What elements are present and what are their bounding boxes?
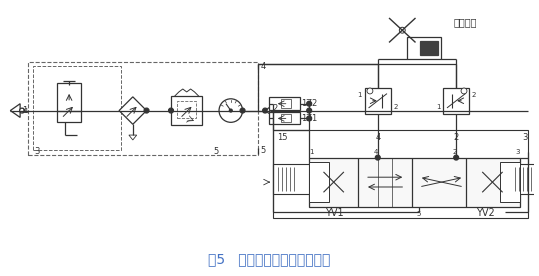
Text: 5: 5 [417,211,421,217]
Circle shape [307,101,312,106]
Circle shape [229,109,232,112]
Text: 气动手爪: 气动手爪 [453,17,476,27]
Text: 图5   末端执行器气动控制回路: 图5 末端执行器气动控制回路 [208,253,331,267]
Bar [57,83,81,122]
Circle shape [454,155,459,160]
Circle shape [19,108,25,113]
Text: 3: 3 [34,147,39,156]
Circle shape [307,116,312,121]
Circle shape [262,108,267,113]
Text: 2: 2 [272,104,277,113]
Bar [177,101,197,118]
Text: 1: 1 [436,104,440,110]
Text: 5: 5 [260,146,266,155]
Text: 4: 4 [260,62,266,71]
Bar [407,37,441,59]
Bar [28,62,258,155]
Text: 3: 3 [515,149,520,155]
Text: 2: 2 [472,92,476,98]
Circle shape [461,88,467,94]
Text: 4: 4 [374,149,378,155]
Circle shape [240,108,245,113]
Text: 2: 2 [393,104,398,110]
Polygon shape [119,97,147,124]
Bar [365,88,391,113]
Circle shape [144,108,149,113]
Bar [444,88,469,113]
Bar [171,96,202,125]
Circle shape [169,108,174,113]
Bar [273,164,309,194]
Text: 5: 5 [213,147,219,156]
Text: 1Z2: 1Z2 [301,99,317,108]
Text: 1Z1: 1Z1 [301,114,317,123]
Circle shape [267,108,273,113]
Bar [281,99,291,108]
Bar [309,163,329,202]
Circle shape [219,99,243,122]
Circle shape [375,155,380,160]
Circle shape [367,88,373,94]
Circle shape [399,27,405,33]
Text: 2: 2 [452,149,457,155]
Bar [510,164,539,194]
Text: 2: 2 [453,132,459,142]
Text: 11: 11 [20,108,30,113]
Bar [33,67,121,150]
Bar [281,113,291,122]
Text: YV2: YV2 [476,208,495,218]
Text: 3: 3 [522,132,528,142]
Bar [269,97,300,110]
Text: YV1: YV1 [326,208,344,218]
Text: 1: 1 [357,92,362,98]
Bar [500,163,520,202]
Bar [273,130,528,218]
Bar [420,41,438,55]
Text: 1: 1 [23,106,27,115]
Circle shape [307,108,312,113]
Bar [269,112,300,124]
Text: 1: 1 [309,149,314,155]
Text: 15: 15 [277,132,287,142]
Bar [309,158,520,207]
Text: 4: 4 [375,132,381,142]
